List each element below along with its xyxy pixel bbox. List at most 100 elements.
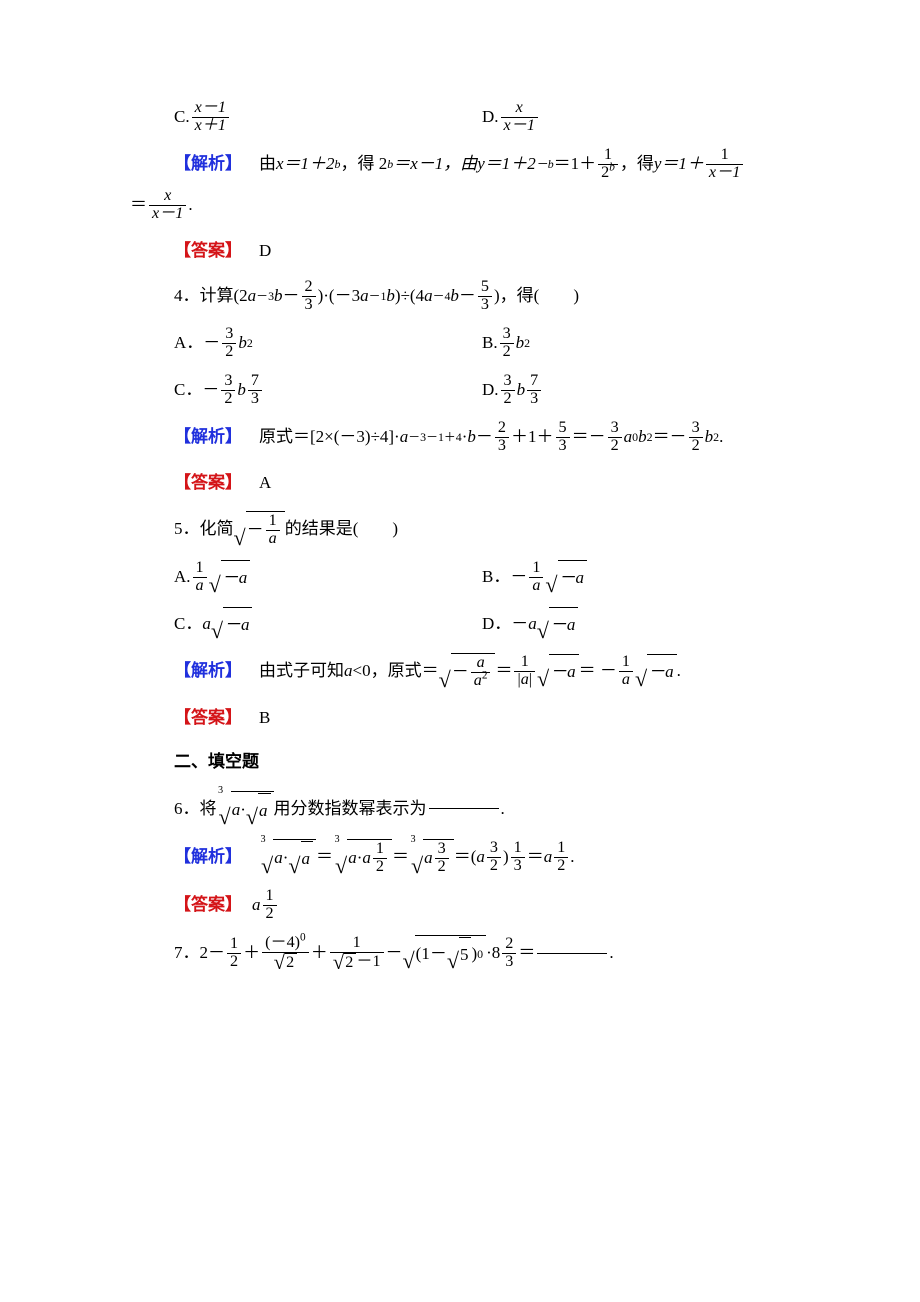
q5-option-c: C． a √－a xyxy=(174,607,482,641)
fraction: 1 x－1 xyxy=(706,147,743,182)
opt-label: C. xyxy=(174,101,190,133)
fraction: 12 xyxy=(263,888,277,923)
fraction: 32 xyxy=(435,841,449,876)
q5-stem: 5．化简 √ － 1a 的结果是( ) xyxy=(130,511,790,548)
radical-icon: √ xyxy=(219,791,231,827)
sqrt: √ － a a2 xyxy=(439,653,496,690)
sqrt: √－a xyxy=(537,654,579,688)
q3-option-d: D. x x－1 xyxy=(482,100,790,135)
q4-options-ab: A．－ 32 b2 B. 32 b2 xyxy=(130,326,790,361)
analysis-label: 【解析】 xyxy=(174,421,242,453)
analysis-label: 【解析】 xyxy=(174,655,242,687)
fraction: 32 xyxy=(500,326,514,361)
q3-analysis-line2: ＝ x x－1 . xyxy=(130,188,790,223)
cuberoot: 3 √ a · √a xyxy=(217,791,274,827)
radical-icon: √ xyxy=(333,953,345,972)
fraction: x x－1 xyxy=(149,188,186,223)
fraction: 23 xyxy=(502,936,516,971)
answer-label: 【答案】 xyxy=(174,467,242,499)
q4-answer: 【答案】 A xyxy=(130,467,790,499)
sqrt: √－a xyxy=(537,607,579,641)
fraction: 12 xyxy=(373,841,387,876)
radical-icon: √ xyxy=(234,511,246,548)
sqrt: √－a xyxy=(545,560,587,594)
fraction: 1 |a| xyxy=(514,654,535,689)
cuberoot: 3√ a 32 xyxy=(409,839,454,876)
fraction: x x－1 xyxy=(501,100,538,135)
fraction: 23 xyxy=(302,279,316,314)
fraction: 1a xyxy=(529,560,543,595)
q6-answer: 【答案】 a 12 xyxy=(130,888,790,923)
q4-option-a: A．－ 32 b2 xyxy=(174,326,482,361)
q5-option-b: B．－ 1a √－a xyxy=(482,560,790,595)
sqrt: √ (1－ √5 )0 xyxy=(403,935,487,971)
fraction: 53 xyxy=(556,420,570,455)
radical-icon: √ xyxy=(274,953,286,972)
radical-icon: √ xyxy=(288,841,300,875)
q5-options-cd: C． a √－a D．－ a √－a xyxy=(130,607,790,641)
fraction: 32 xyxy=(689,420,703,455)
radical-icon: √ xyxy=(403,935,415,971)
radical-icon: √ xyxy=(411,839,423,876)
fraction: 12 xyxy=(227,936,241,971)
q5-option-a: A. 1a √－a xyxy=(174,560,482,595)
sqrt: √ － 1a xyxy=(234,511,285,548)
radical-icon: √ xyxy=(335,839,347,876)
sqrt: √2 xyxy=(333,953,357,972)
answer-label: 【答案】 xyxy=(174,702,242,734)
fraction: 1 √2－1 xyxy=(330,935,384,972)
fraction: 12 xyxy=(554,840,568,875)
sqrt: √5 xyxy=(447,937,472,971)
fraction: 13 xyxy=(511,840,525,875)
q4-options-cd: C．－ 32 b 73 D. 32 b 73 xyxy=(130,373,790,408)
fraction: 1 2b xyxy=(598,147,618,182)
radical-icon: √ xyxy=(537,654,549,688)
fraction: 73 xyxy=(527,373,541,408)
answer-label: 【答案】 xyxy=(174,889,242,921)
section-2-title: 二、填空题 xyxy=(130,746,790,778)
q7-stem: 7．2－ 12 ＋ (－4)0 √2 ＋ 1 √2－1 － √ (1－ √5 )… xyxy=(130,935,790,972)
fraction: a a2 xyxy=(471,655,491,690)
fraction: (－4)0 √2 xyxy=(262,935,309,972)
fraction: 32 xyxy=(608,420,622,455)
fraction: 1a xyxy=(193,560,207,595)
fraction: 1a xyxy=(619,654,633,689)
fraction: x－1 x＋1 xyxy=(192,100,229,135)
fraction: 73 xyxy=(248,373,262,408)
q4-option-d: D. 32 b 73 xyxy=(482,373,790,408)
sqrt: √a xyxy=(288,841,313,875)
q3-option-c: C. x－1 x＋1 xyxy=(174,100,482,135)
q5-options-ab: A. 1a √－a B．－ 1a √－a xyxy=(130,560,790,595)
q4-option-b: B. 32 b2 xyxy=(482,326,790,361)
radical-icon: √ xyxy=(209,560,221,594)
radical-icon: √ xyxy=(635,654,647,688)
sqrt: √－a xyxy=(635,654,677,688)
analysis-label: 【解析】 xyxy=(174,841,242,873)
fraction: 32 xyxy=(501,373,515,408)
fill-blank xyxy=(429,808,499,809)
sqrt: √2 xyxy=(274,953,298,972)
q5-answer: 【答案】 B xyxy=(130,702,790,734)
cuberoot: 3√ a·a 12 xyxy=(333,839,392,876)
q4-analysis: 【解析】 原式＝[2×(－3)÷4]· a－3－1＋4 · b － 23 ＋1＋… xyxy=(130,420,790,455)
analysis-label: 【解析】 xyxy=(174,148,242,180)
q4-option-c: C．－ 32 b 73 xyxy=(174,373,482,408)
sqrt: √a xyxy=(246,793,271,827)
sqrt: √－a xyxy=(211,607,253,641)
fraction: 1a xyxy=(266,513,280,548)
radical-icon: √ xyxy=(439,653,451,690)
sqrt: √－a xyxy=(209,560,251,594)
radical-icon: √ xyxy=(211,607,223,641)
fraction: 32 xyxy=(487,840,501,875)
q3-options-cd: C. x－1 x＋1 D. x x－1 xyxy=(130,100,790,135)
fraction: 32 xyxy=(222,326,236,361)
fill-blank xyxy=(537,953,607,954)
q5-option-d: D．－ a √－a xyxy=(482,607,790,641)
q3-answer: 【答案】 D xyxy=(130,235,790,267)
opt-label: D. xyxy=(482,101,499,133)
fraction: 32 xyxy=(221,373,235,408)
q3-analysis: 【解析】 由 x＝1＋2b ，得 2b ＝x－1，由 y＝1＋2－b ＝1＋ 1… xyxy=(130,147,790,182)
fraction: 23 xyxy=(495,420,509,455)
cuberoot: 3√ a· √a xyxy=(259,839,316,875)
q6-analysis: 【解析】 3√ a· √a ＝ 3√ a·a 12 ＝ 3√ a 32 ＝( a… xyxy=(130,839,790,876)
